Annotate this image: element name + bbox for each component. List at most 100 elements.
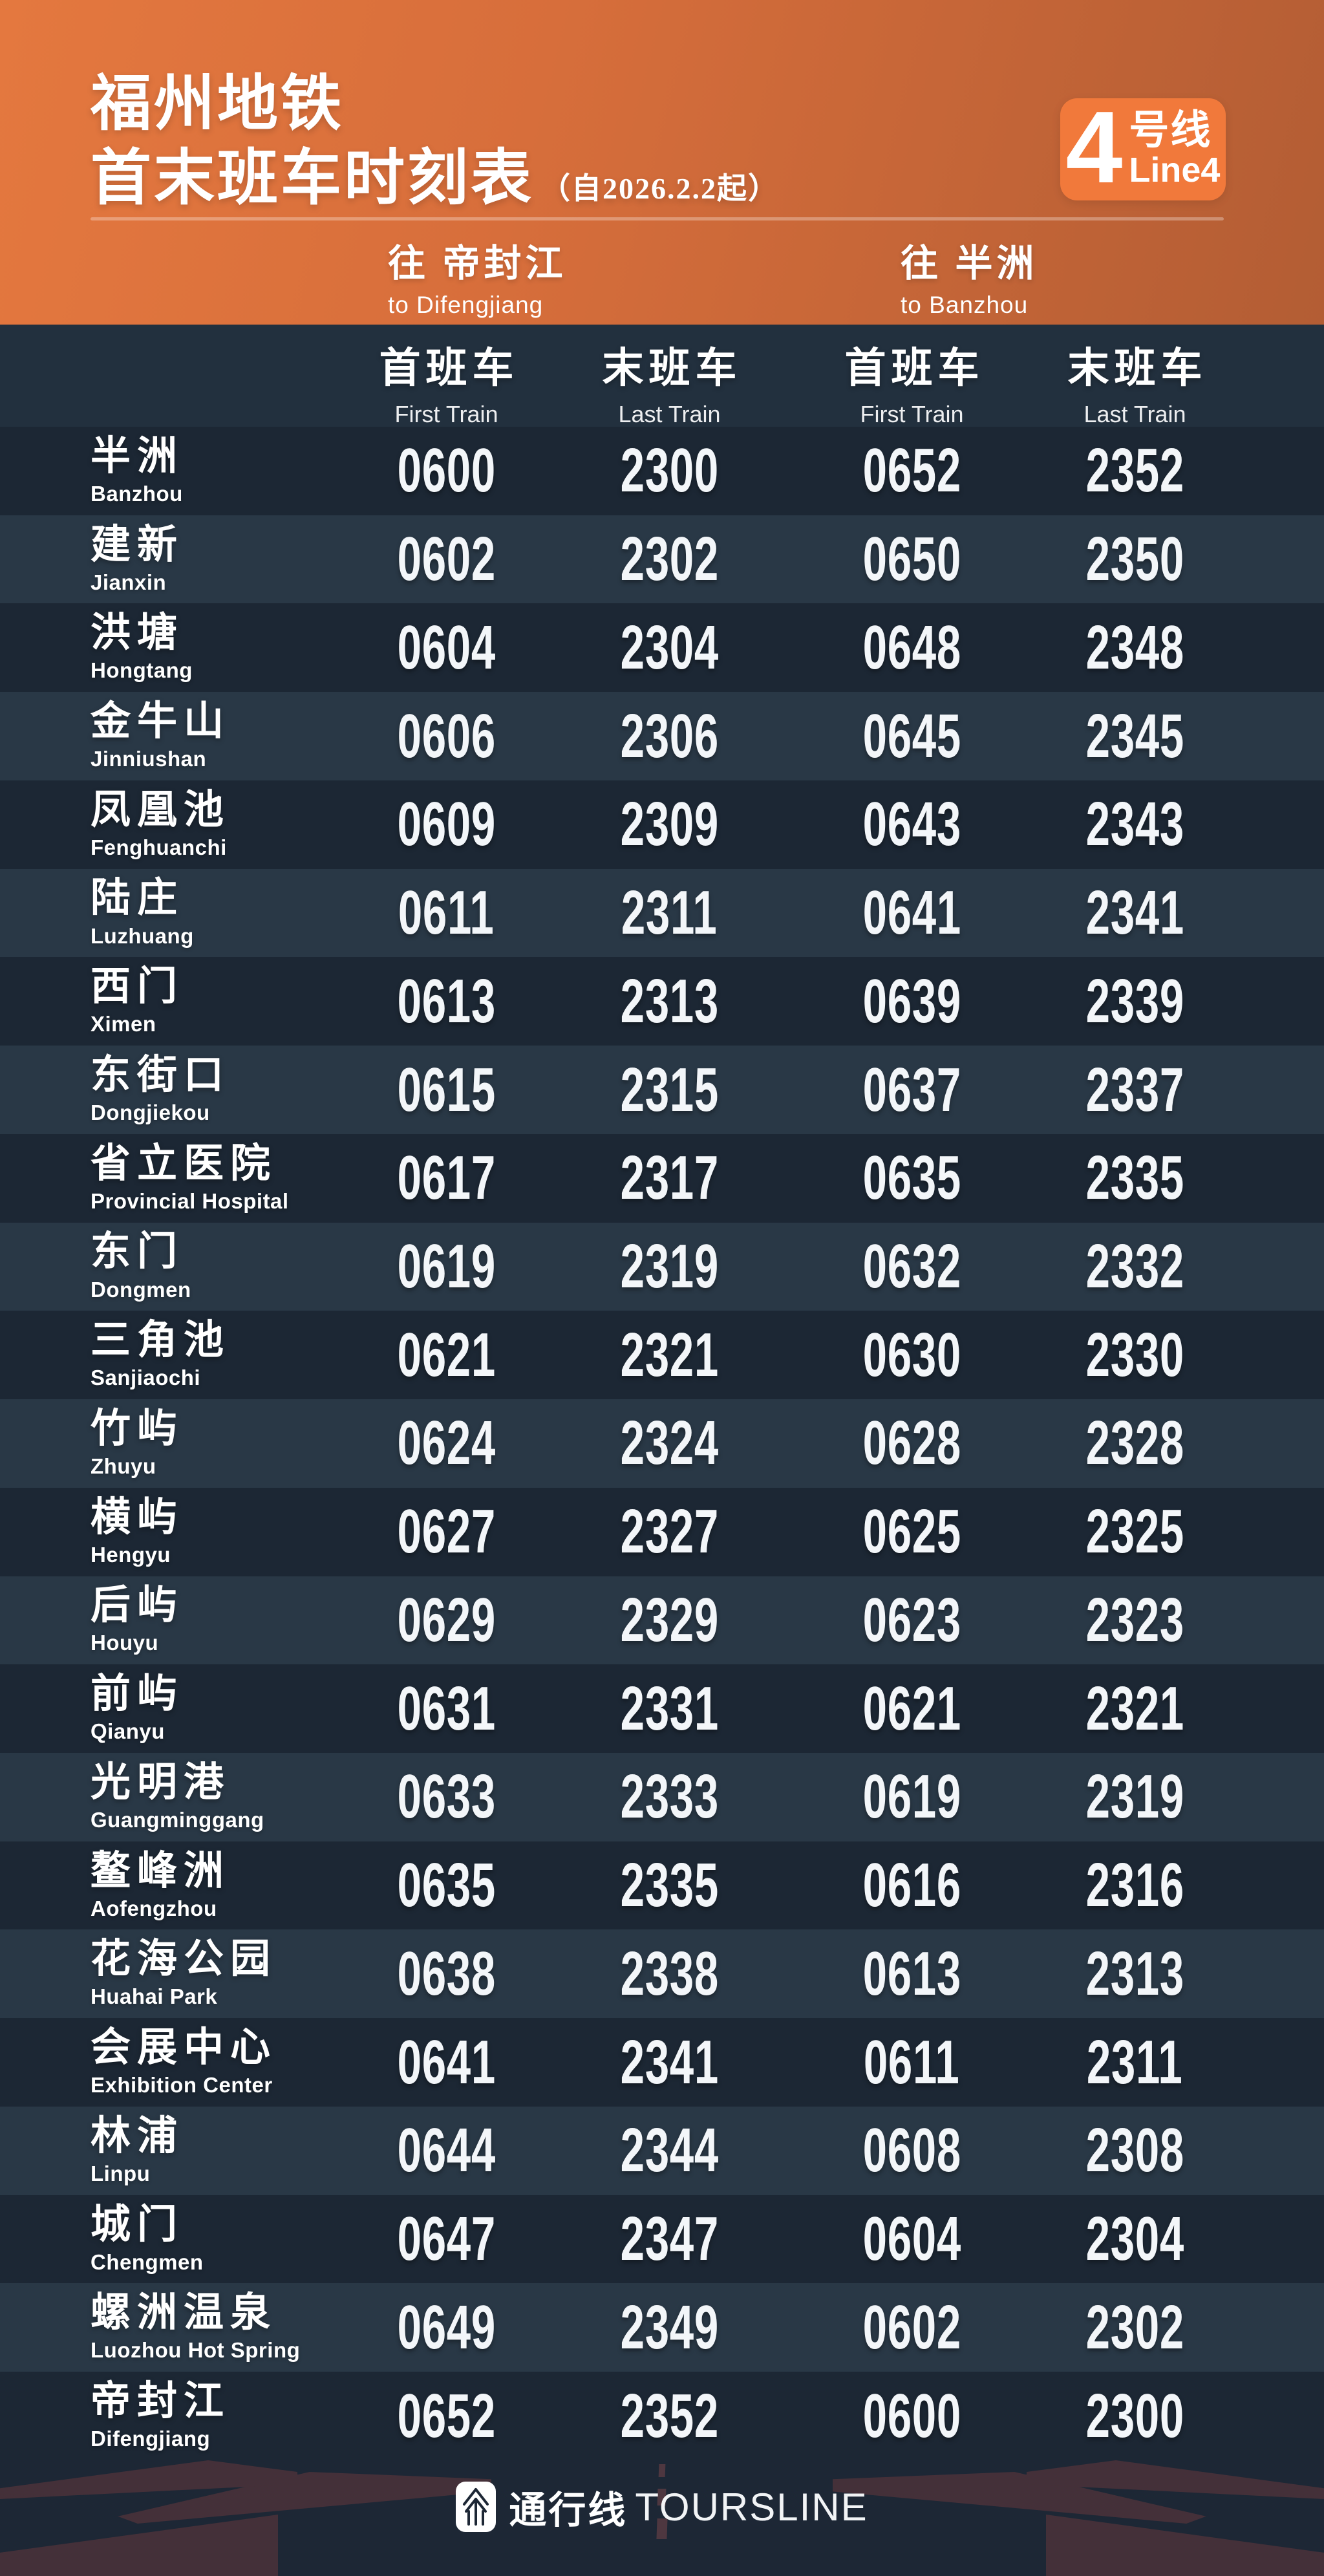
last-train-time: 2337 — [1085, 1055, 1184, 1124]
time-cell: 0611 — [800, 2031, 1023, 2094]
station-name-zh: 东街口 — [91, 1053, 231, 1097]
station-name-en: Hengyu — [91, 1542, 171, 1567]
last-train-time: 2304 — [1085, 2204, 1184, 2274]
time-cell: 0608 — [800, 2120, 1023, 2182]
station-rows: 半洲 Banzhou 0600 2300 0652 2352 建新 Jianxin 0602 23… — [0, 427, 1324, 2460]
time-cell: 0652 — [800, 440, 1023, 502]
road-lane-dash — [658, 2464, 666, 2477]
column-header-en: First Train — [394, 401, 498, 427]
page-title: 福州地铁 首末班车时刻表 （自2026.2.2起） — [91, 67, 779, 215]
road-graphic-left — [0, 2460, 297, 2499]
station-cell: 西门 Ximen — [91, 966, 335, 1036]
time-cell: 2335 — [558, 1854, 781, 1916]
station-name-en: Sanjiaochi — [91, 1366, 201, 1390]
header-divider-line — [91, 217, 1224, 220]
time-cell: 0604 — [335, 616, 558, 679]
last-train-time: 2300 — [1085, 2381, 1184, 2451]
station-name-zh: 城门 — [91, 2202, 184, 2247]
line-number: 4 — [1065, 91, 1123, 205]
time-cell: 2300 — [558, 440, 781, 502]
time-cell: 0649 — [335, 2296, 558, 2359]
first-train-time: 0638 — [397, 1938, 496, 2008]
station-name-en: Dongmen — [91, 1277, 191, 1302]
station-cell: 凤凰池 Fenghuanchi — [91, 789, 335, 860]
time-cell: 2324 — [558, 1412, 781, 1474]
table-row: 帝封江 Difengjiang 0652 2352 0600 2300 — [0, 2372, 1324, 2460]
first-train-time: 0611 — [398, 878, 495, 948]
time-cell: 2313 — [1023, 1938, 1246, 2008]
time-cell: 0641 — [335, 2027, 558, 2097]
time-cell: 0617 — [335, 1147, 558, 1209]
time-cell: 2347 — [558, 2208, 781, 2270]
station-name-en: Difengjiang — [91, 2427, 211, 2451]
time-cell: 0643 — [800, 793, 1023, 855]
footer: 通行线 TOURSLINE — [0, 2460, 1324, 2576]
station-name-en: Zhuyu — [91, 1454, 156, 1478]
time-cell: 2338 — [558, 1942, 781, 2005]
line-number-badge: 4 号线 Line4 — [1060, 91, 1226, 205]
first-train-time: 0644 — [397, 2116, 496, 2185]
title-line-2-text: 首末班车时刻表 — [91, 144, 535, 212]
time-cell: 0611 — [335, 882, 558, 944]
table-row: 城门 Chengmen 0647 2347 0604 2304 — [0, 2195, 1324, 2284]
time-cell: 2319 — [1023, 1766, 1246, 1828]
station-cell: 半洲 Banzhou — [91, 435, 335, 506]
title-line-1: 福州地铁 — [91, 70, 345, 138]
last-train-time: 2349 — [620, 2292, 719, 2362]
station-cell: 前屿 Qianyu — [91, 1673, 335, 1744]
time-cell: 2319 — [558, 1235, 781, 1298]
time-cell: 0639 — [800, 970, 1023, 1033]
station-cell: 林浦 Linpu — [91, 2115, 335, 2186]
time-cell: 0621 — [335, 1324, 558, 1386]
station-name-zh: 洪塘 — [91, 611, 184, 656]
column-header-zh: 末班车 — [1067, 345, 1208, 391]
time-cell: 2333 — [558, 1766, 781, 1828]
last-train-time: 2327 — [620, 1497, 719, 1567]
direction-2-zh: 往 半洲 — [901, 242, 1038, 284]
toursline-logo-icon — [456, 2482, 496, 2532]
logo-text-zh: 通行线 — [509, 2489, 628, 2531]
table-row: 凤凰池 Fenghuanchi 0609 2309 0643 2343 — [0, 780, 1324, 869]
time-cell: 2352 — [1023, 440, 1246, 502]
direction-1-en: to Difengjiang — [388, 291, 544, 318]
first-train-time: 0631 — [397, 1673, 496, 1743]
station-name-en: Luozhou Hot Spring — [91, 2338, 301, 2363]
table-row: 金牛山 Jinniushan 0606 2306 0645 2345 — [0, 692, 1324, 780]
first-train-time: 0641 — [397, 2027, 496, 2097]
table-row: 三角池 Sanjiaochi 0621 2321 0630 2330 — [0, 1311, 1324, 1400]
table-row: 东门 Dongmen 0619 2319 0632 2332 — [0, 1222, 1324, 1311]
station-cell: 螺洲温泉 Luozhou Hot Spring — [91, 2292, 335, 2363]
station-cell: 省立医院 Provincial Hospital — [91, 1143, 335, 1214]
column-header-zh: 末班车 — [602, 345, 742, 391]
last-train-time: 2304 — [620, 612, 719, 682]
time-cell: 2344 — [558, 2120, 781, 2182]
line-suffix-zh: 号线 — [1129, 107, 1212, 153]
last-train-time: 2311 — [1087, 2027, 1183, 2097]
time-cell: 2321 — [558, 1324, 781, 1386]
first-train-time: 0621 — [862, 1673, 961, 1743]
time-cell: 0648 — [800, 612, 1023, 682]
time-cell: 0630 — [800, 1324, 1023, 1386]
time-cell: 0625 — [800, 1501, 1023, 1563]
table-row: 西门 Ximen 0613 2313 0639 2339 — [0, 957, 1324, 1046]
first-train-time: 0613 — [862, 1938, 961, 2008]
last-train-time: 2319 — [1085, 1762, 1184, 1832]
column-header-zh: 首班车 — [844, 345, 985, 391]
last-train-time: 2300 — [620, 436, 719, 506]
first-train-time: 0606 — [397, 701, 496, 771]
first-train-time: 0648 — [862, 612, 961, 682]
time-cell: 2339 — [1023, 970, 1246, 1033]
direction-header-difengjiang: 往 帝封江 to Difengjiang — [388, 244, 567, 319]
time-cell: 0604 — [800, 2208, 1023, 2270]
station-cell: 建新 Jianxin — [91, 524, 335, 595]
column-header-last-train-1: 末班车 Last Train — [558, 325, 781, 428]
first-train-time: 0635 — [862, 1143, 961, 1213]
last-train-time: 2309 — [620, 789, 719, 859]
last-train-time: 2333 — [620, 1762, 719, 1832]
last-train-time: 2313 — [1085, 1938, 1184, 2008]
station-name-zh: 竹屿 — [91, 1406, 184, 1451]
last-train-time: 2341 — [1085, 878, 1184, 948]
station-cell: 竹屿 Zhuyu — [91, 1408, 335, 1479]
station-cell: 东门 Dongmen — [91, 1231, 335, 1302]
